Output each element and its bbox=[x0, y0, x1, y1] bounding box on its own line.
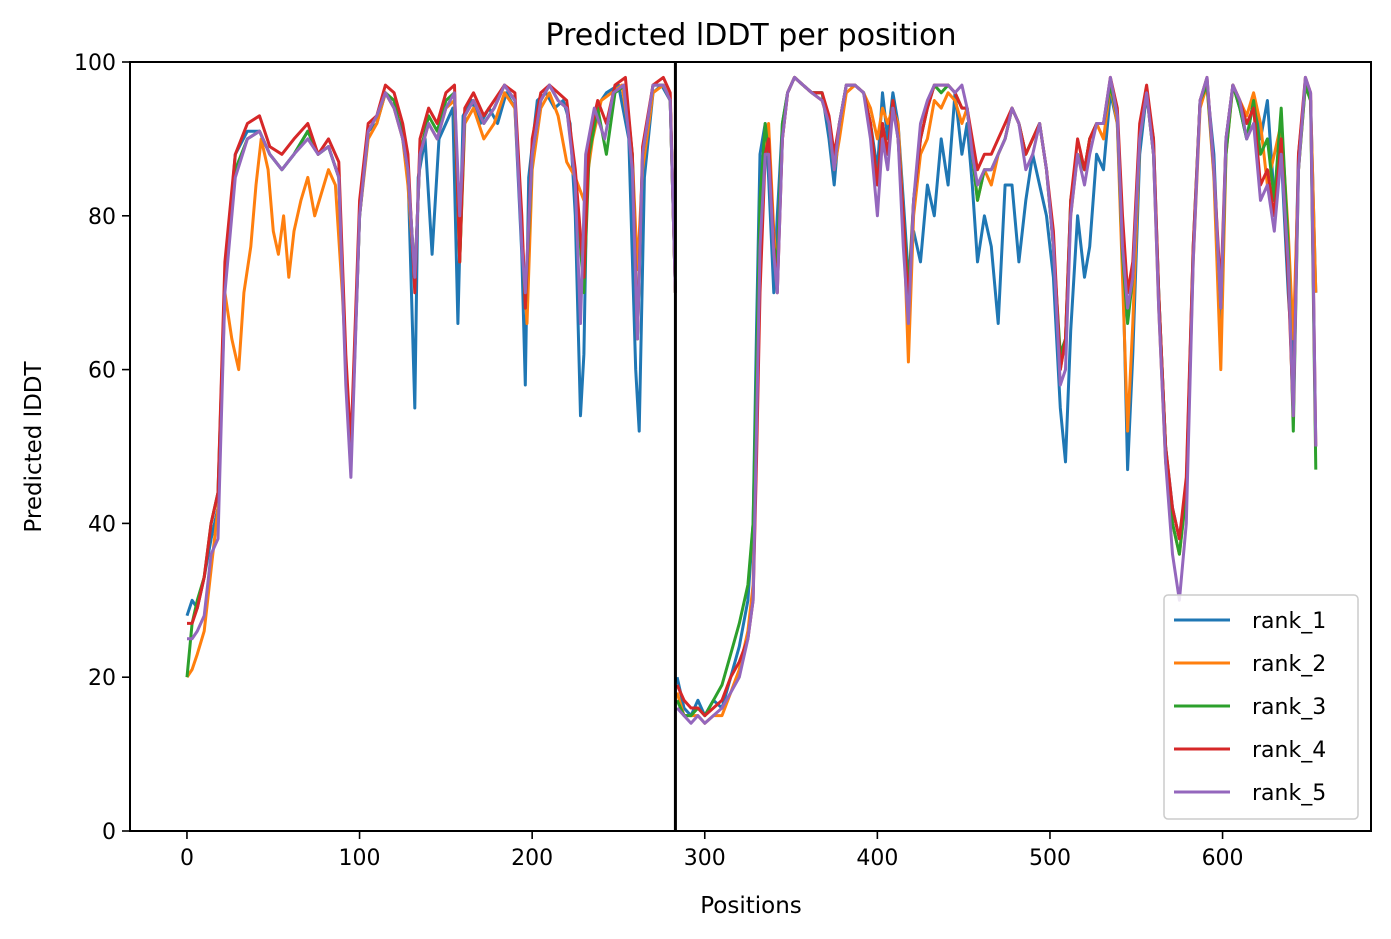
x-tick-label: 200 bbox=[511, 846, 553, 871]
y-tick-label: 80 bbox=[88, 205, 116, 230]
axis-ticks: 0 100 200 300 400 500 600 0 20 40 60 80 100 bbox=[74, 51, 1244, 871]
x-tick-label: 300 bbox=[684, 846, 726, 871]
series-line-rank_3-chain-a bbox=[185, 83, 677, 678]
y-tick-label: 60 bbox=[88, 359, 116, 384]
chart-title: Predicted lDDT per position bbox=[546, 18, 957, 53]
legend-label-rank_3: rank_3 bbox=[1252, 695, 1326, 720]
y-axis-label: Predicted lDDT bbox=[21, 360, 47, 532]
series-line-rank_5-chain-b bbox=[675, 75, 1318, 725]
series-line-rank_4-chain-a bbox=[187, 75, 677, 625]
plot-frame bbox=[129, 61, 1372, 832]
series-line-rank_2-chain-a bbox=[185, 83, 677, 679]
y-tick-label: 100 bbox=[74, 51, 116, 76]
legend-label-rank_4: rank_4 bbox=[1252, 738, 1326, 763]
x-axis-label: Positions bbox=[700, 893, 802, 919]
x-tick-label: 0 bbox=[180, 846, 194, 871]
y-tick-label: 40 bbox=[88, 512, 116, 537]
x-tick-label: 400 bbox=[856, 846, 898, 871]
y-tick-label: 0 bbox=[102, 820, 116, 845]
legend-box bbox=[1163, 594, 1359, 820]
legend-label-rank_1: rank_1 bbox=[1252, 609, 1326, 634]
y-tick-label: 20 bbox=[88, 666, 116, 691]
series-line-rank_1-chain-a bbox=[185, 83, 677, 617]
legend: rank_1 rank_2 rank_3 rank_4 rank_5 bbox=[1163, 594, 1359, 820]
legend-label-rank_5: rank_5 bbox=[1252, 781, 1326, 806]
legend-label-rank_2: rank_2 bbox=[1252, 652, 1326, 677]
x-tick-label: 100 bbox=[339, 846, 381, 871]
x-tick-label: 500 bbox=[1029, 846, 1071, 871]
series-line-rank_5-chain-a bbox=[187, 83, 677, 641]
x-tick-label: 600 bbox=[1202, 846, 1244, 871]
plot-area bbox=[129, 61, 1372, 832]
